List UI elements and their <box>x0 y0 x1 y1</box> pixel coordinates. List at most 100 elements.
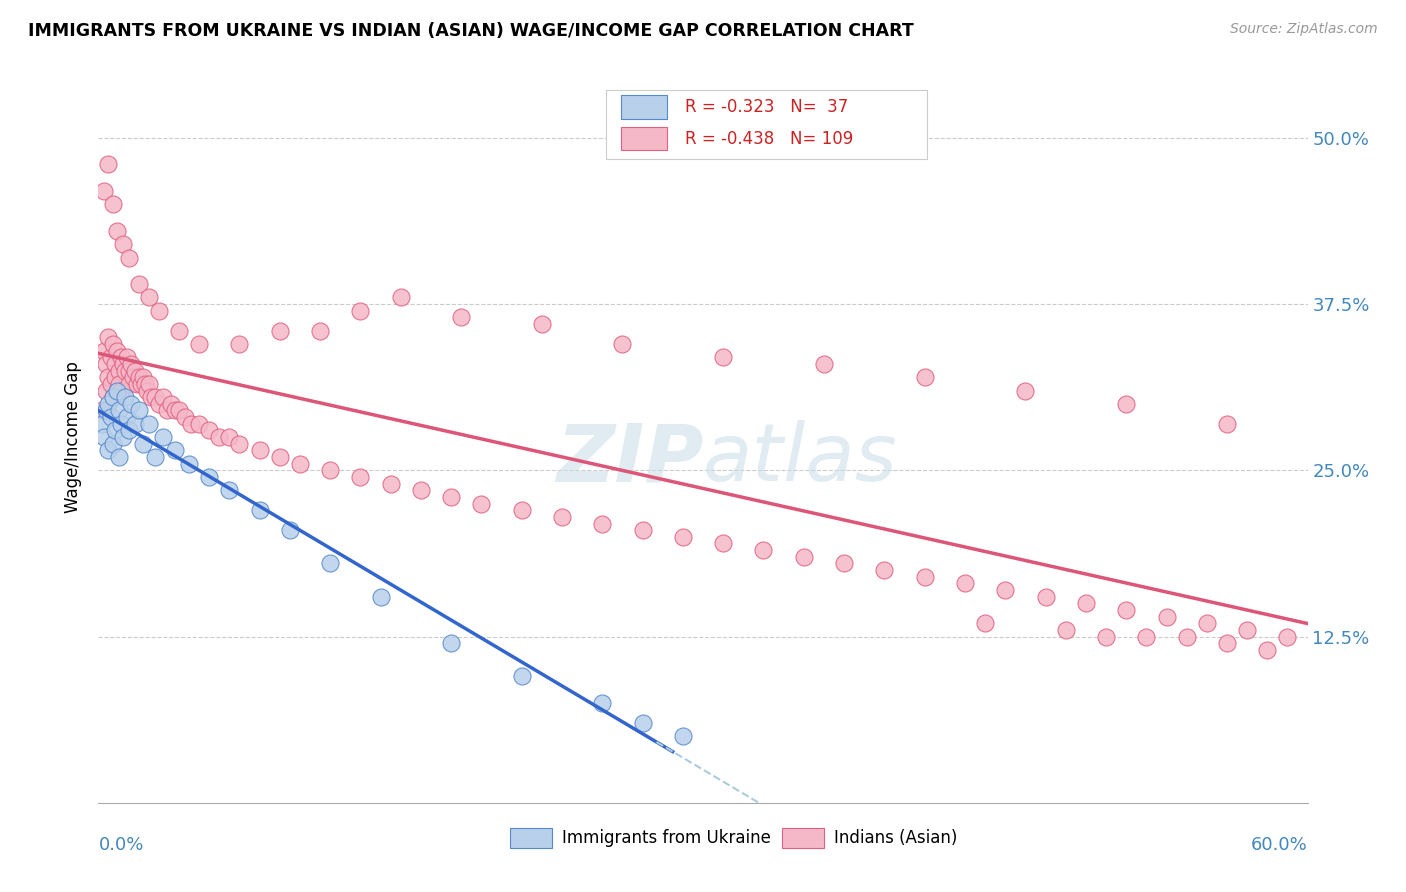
Point <box>148 397 170 411</box>
Y-axis label: Wage/Income Gap: Wage/Income Gap <box>65 361 83 513</box>
Point <box>105 384 128 398</box>
Point <box>470 497 492 511</box>
Point <box>269 324 291 338</box>
Point <box>107 403 129 417</box>
Point <box>711 351 734 365</box>
Point <box>105 384 128 398</box>
Point <box>450 310 472 325</box>
Point <box>591 696 613 710</box>
Point <box>124 417 146 431</box>
Point <box>1256 643 1278 657</box>
Point <box>530 317 553 331</box>
Point <box>97 443 120 458</box>
Point <box>100 376 122 391</box>
Point <box>107 450 129 464</box>
Point <box>269 450 291 464</box>
Point <box>309 324 332 338</box>
Point <box>160 397 183 411</box>
Point <box>93 184 115 198</box>
Point <box>163 403 186 417</box>
Text: 60.0%: 60.0% <box>1251 836 1308 854</box>
Point <box>793 549 815 564</box>
Point <box>103 370 125 384</box>
Point <box>128 403 150 417</box>
Point <box>1216 636 1239 650</box>
Point <box>132 436 155 450</box>
Bar <box>621 127 666 151</box>
Point <box>612 337 634 351</box>
Point <box>110 417 132 431</box>
Point <box>101 436 124 450</box>
Text: 0.0%: 0.0% <box>98 836 143 854</box>
Point <box>1095 630 1118 644</box>
Bar <box>606 89 927 159</box>
Point <box>93 430 115 444</box>
Point <box>107 376 129 391</box>
Point <box>631 716 654 731</box>
Point <box>107 363 129 377</box>
Point <box>551 509 574 524</box>
Point <box>228 436 250 450</box>
Point <box>1014 384 1036 398</box>
Point <box>152 390 174 404</box>
Text: Immigrants from Ukraine: Immigrants from Ukraine <box>561 829 770 847</box>
Text: R = -0.323   N=  37: R = -0.323 N= 37 <box>685 98 848 116</box>
Point <box>105 224 128 238</box>
Point <box>97 330 120 344</box>
Point <box>994 582 1017 597</box>
Point <box>103 424 125 438</box>
Text: Source: ZipAtlas.com: Source: ZipAtlas.com <box>1230 22 1378 37</box>
Point <box>631 523 654 537</box>
Point <box>120 397 142 411</box>
Point <box>132 370 155 384</box>
Point <box>510 503 533 517</box>
Point <box>125 376 148 391</box>
Point <box>832 557 855 571</box>
Point <box>1135 630 1157 644</box>
Point <box>100 351 122 365</box>
Point <box>115 410 138 425</box>
Point <box>91 417 114 431</box>
Point <box>914 570 936 584</box>
Point <box>179 457 201 471</box>
Point <box>139 390 162 404</box>
Point <box>121 370 143 384</box>
Point <box>813 357 835 371</box>
Point <box>1277 630 1299 644</box>
Point <box>97 397 120 411</box>
Point <box>1175 630 1198 644</box>
Point <box>163 443 186 458</box>
Point <box>114 363 136 377</box>
Point <box>974 616 997 631</box>
Point <box>167 403 190 417</box>
Text: IMMIGRANTS FROM UKRAINE VS INDIAN (ASIAN) WAGE/INCOME GAP CORRELATION CHART: IMMIGRANTS FROM UKRAINE VS INDIAN (ASIAN… <box>28 22 914 40</box>
Point <box>510 669 533 683</box>
Point <box>349 303 371 318</box>
Point <box>138 290 160 304</box>
Point <box>198 424 221 438</box>
Point <box>101 337 124 351</box>
Point <box>672 729 695 743</box>
Point <box>128 370 150 384</box>
Bar <box>621 95 666 119</box>
Point <box>349 470 371 484</box>
Point <box>96 384 118 398</box>
Point <box>174 410 197 425</box>
Text: R = -0.438   N= 109: R = -0.438 N= 109 <box>685 129 853 148</box>
Point <box>143 390 166 404</box>
Point <box>591 516 613 531</box>
Point <box>208 430 231 444</box>
Point <box>914 370 936 384</box>
Point <box>101 197 124 211</box>
Point <box>118 251 141 265</box>
Point <box>115 351 138 365</box>
Point <box>152 430 174 444</box>
Point <box>389 290 412 304</box>
Point <box>319 463 342 477</box>
Point <box>752 543 775 558</box>
Point <box>103 357 125 371</box>
Point <box>110 384 132 398</box>
Point <box>124 363 146 377</box>
Point <box>143 450 166 464</box>
Point <box>440 490 463 504</box>
